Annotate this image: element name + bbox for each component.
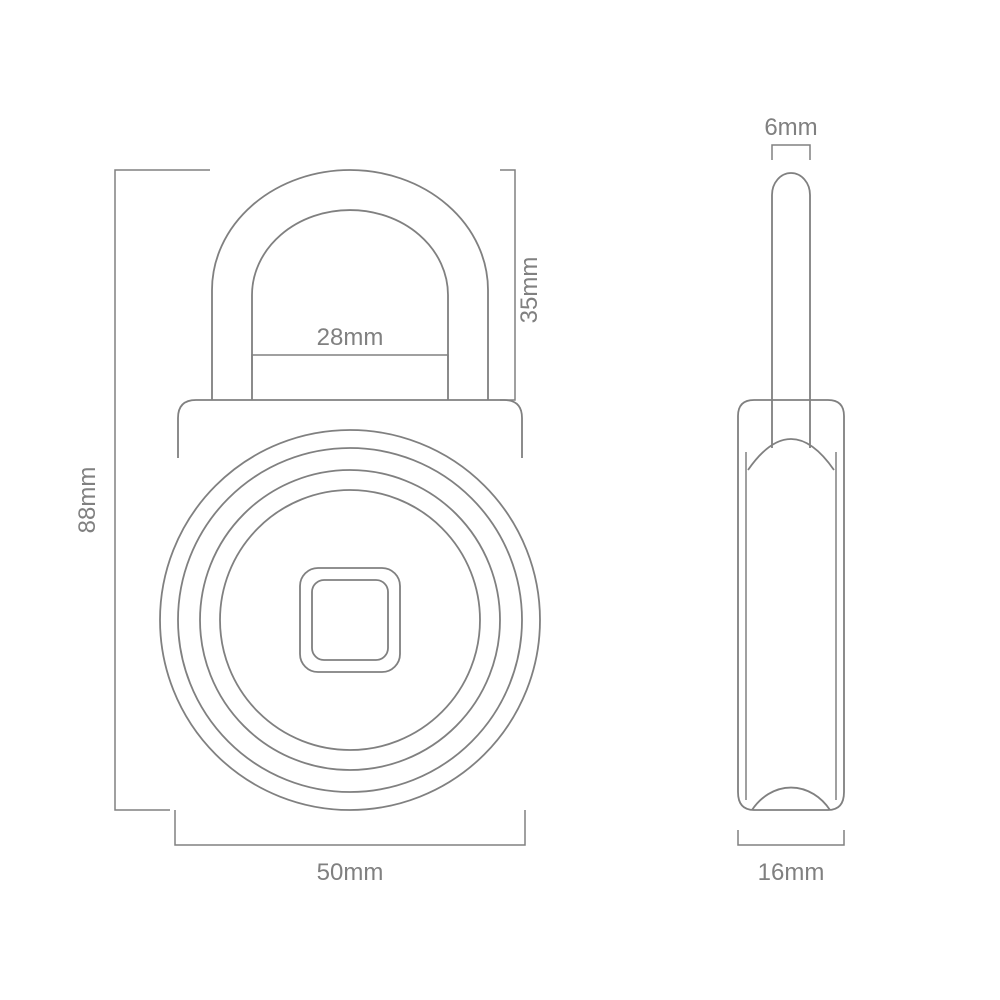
dim-50mm: 50mm (175, 810, 525, 886)
body-outer-circle (160, 430, 540, 810)
dim-28mm: 28mm (252, 324, 448, 370)
front-view: 88mm 50mm 28mm 35mm (74, 170, 543, 886)
side-bottom-arc (752, 788, 830, 810)
body-ring-3 (200, 470, 500, 770)
body-shoulder (178, 400, 522, 458)
label-88mm: 88mm (74, 467, 101, 534)
body-ring-4 (220, 490, 480, 750)
label-35mm: 35mm (516, 257, 543, 324)
side-shackle (772, 173, 810, 400)
dim-16mm: 16mm (738, 830, 844, 886)
dim-35mm: 35mm (500, 170, 543, 400)
fingerprint-sensor-inner (312, 580, 388, 660)
side-hood (748, 439, 834, 470)
body-ring-2 (178, 448, 522, 792)
shackle-inner (252, 210, 448, 400)
dim-6mm: 6mm (764, 114, 817, 160)
label-16mm: 16mm (758, 859, 825, 886)
dim-88mm: 88mm (74, 170, 210, 810)
label-6mm: 6mm (764, 114, 817, 141)
label-50mm: 50mm (317, 859, 384, 886)
dimension-drawing: 88mm 50mm 28mm 35mm (0, 0, 1000, 1000)
side-view: 6mm 16mm (738, 114, 844, 886)
label-28mm: 28mm (317, 324, 384, 351)
